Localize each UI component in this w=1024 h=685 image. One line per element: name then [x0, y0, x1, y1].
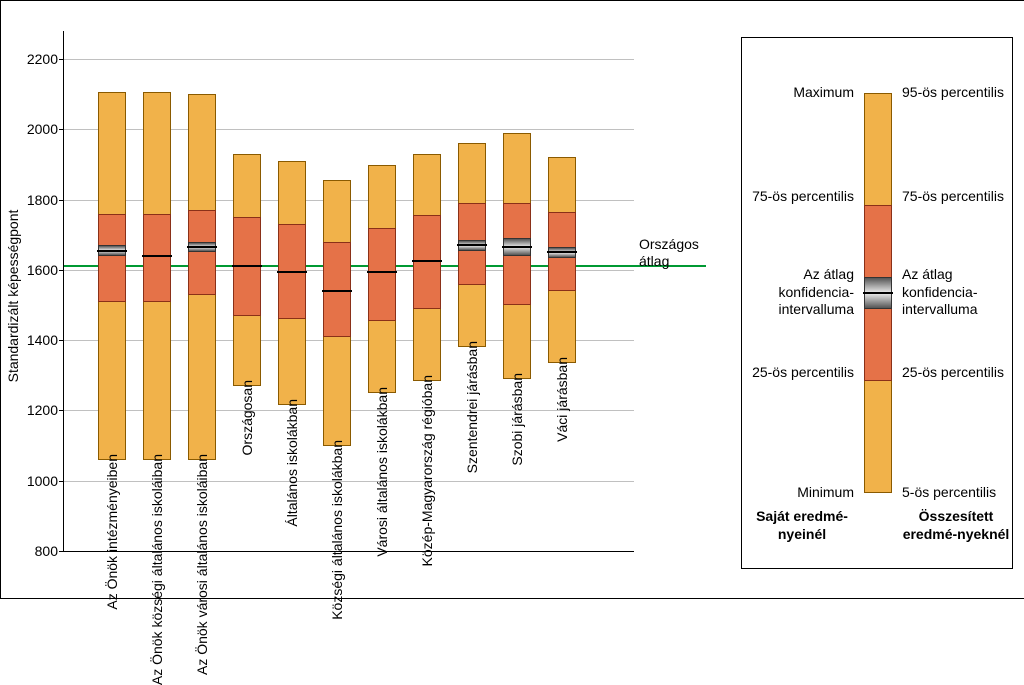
y-tick-label: 1200	[14, 402, 58, 418]
gridline	[64, 59, 634, 60]
y-tick	[59, 200, 64, 201]
national-mean-label: Országosátlag	[639, 237, 699, 271]
median-line	[322, 290, 352, 292]
median-line	[502, 246, 532, 248]
y-tick-label: 1000	[14, 473, 58, 489]
legend-right-label: 5-ös percentilis	[902, 484, 1010, 502]
iqr-box	[188, 210, 216, 294]
y-tick-label: 1600	[14, 262, 58, 278]
x-category-label: Váci járásban	[554, 357, 570, 442]
median-line	[187, 246, 217, 248]
y-tick	[59, 59, 64, 60]
y-tick	[59, 481, 64, 482]
legend-left-label: Az átlag konfidencia-intervalluma	[744, 266, 854, 319]
legend-left-label: Minimum	[744, 484, 854, 502]
iqr-box	[368, 228, 396, 321]
median-line	[277, 271, 307, 273]
plot-area: 8001000120014001600180020002200Az Önök i…	[63, 31, 634, 552]
legend-left-col-label: Saját eredmé-nyeinél	[752, 508, 852, 543]
median-line	[142, 255, 172, 257]
legend-box: Maximum 95-ös percentilis 75-ös percentili…	[741, 37, 1013, 569]
legend-median	[863, 292, 893, 294]
median-line	[547, 251, 577, 253]
x-category-label: Az Önök községi általános iskoláiban	[149, 454, 165, 685]
x-category-label: Szentendrei járásban	[464, 341, 480, 473]
y-axis-label: Standardizált képességpont	[5, 210, 21, 383]
y-tick	[59, 129, 64, 130]
median-line	[97, 250, 127, 252]
y-tick	[59, 270, 64, 271]
y-tick-label: 2000	[14, 121, 58, 137]
iqr-box	[143, 214, 171, 302]
chart-area: Standardizált képességpont 8001000120014…	[63, 31, 703, 561]
median-line	[367, 271, 397, 273]
x-category-label: Az Önök városi általános iskoláiban	[194, 454, 210, 675]
median-line	[232, 265, 262, 267]
median-line	[412, 260, 442, 262]
legend-left-label: 75-ös percentilis	[744, 188, 854, 206]
legend-bar	[864, 93, 892, 493]
y-tick	[59, 410, 64, 411]
median-line	[457, 244, 487, 246]
y-tick	[59, 340, 64, 341]
legend-right-label: 25-ös percentilis	[902, 364, 1010, 382]
x-category-label: Községi általános iskolákban	[329, 440, 345, 620]
chart-container: Standardizált képességpont 8001000120014…	[0, 0, 1024, 599]
iqr-box	[98, 214, 126, 302]
y-tick-label: 2200	[14, 51, 58, 67]
x-category-label: Az Önök intézményeiben	[104, 454, 120, 610]
x-category-label: Szobi járásban	[509, 373, 525, 466]
legend-right-label: Az átlag konfidencia-intervalluma	[902, 266, 1010, 319]
x-category-label: Általános iskolákban	[284, 399, 300, 527]
legend-right-col-label: Összesített eredmé-nyeknél	[902, 508, 1010, 543]
y-tick-label: 1400	[14, 332, 58, 348]
y-tick	[59, 551, 64, 552]
legend-left-label: Maximum	[744, 84, 854, 102]
legend-left-label: 25-ös percentilis	[744, 364, 854, 382]
y-tick-label: 800	[14, 543, 58, 559]
legend-right-label: 75-ös percentilis	[902, 188, 1010, 206]
legend-right-label: 95-ös percentilis	[902, 84, 1010, 102]
x-category-label: Közép-Magyarország régióban	[419, 375, 435, 566]
y-tick-label: 1800	[14, 192, 58, 208]
x-category-label: Országosan	[239, 380, 255, 455]
x-category-label: Városi általános iskolákban	[374, 387, 390, 557]
